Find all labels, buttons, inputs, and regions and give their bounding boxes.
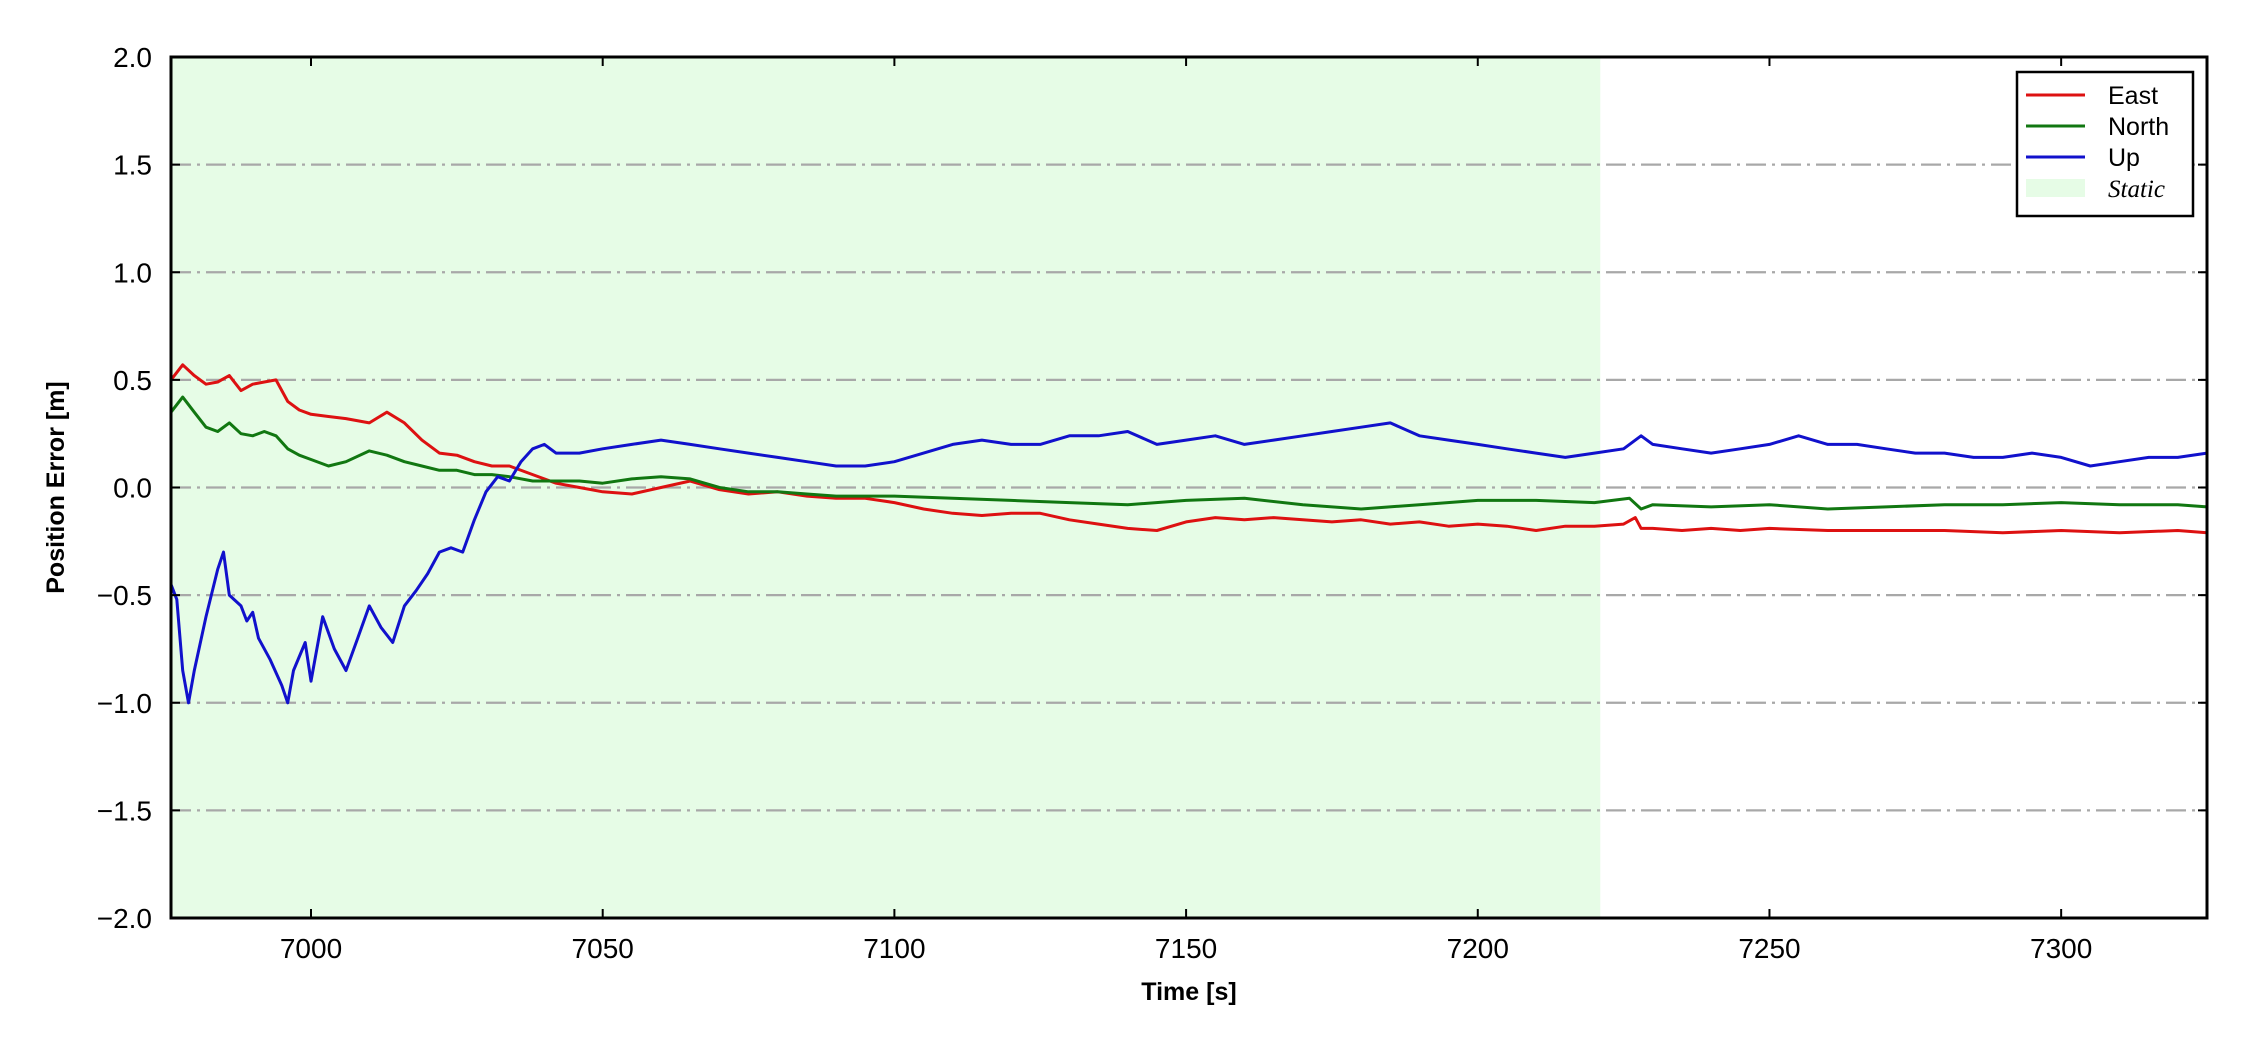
- x-tick-label: 7050: [572, 933, 634, 964]
- x-tick-label: 7300: [2030, 933, 2092, 964]
- gridlines: [171, 163, 2207, 812]
- legend-label-east: East: [2108, 82, 2158, 110]
- x-tick-label: 7100: [863, 933, 925, 964]
- series-line-up: [169, 421, 2208, 705]
- series-line-east: [169, 363, 2208, 535]
- legend-swatch-static: [2026, 179, 2085, 197]
- x-tick-label: 7250: [1738, 933, 1800, 964]
- x-tick-label: 7150: [1155, 933, 1217, 964]
- x-tick-label: 7000: [280, 933, 342, 964]
- y-tick-label: 1.0: [113, 257, 152, 288]
- legend-label-north: North: [2108, 113, 2169, 141]
- legend: East North Up Static: [2015, 70, 2195, 218]
- legend-label-up: Up: [2108, 144, 2140, 172]
- y-axis-label: Position Error [m]: [42, 381, 70, 594]
- y-tick-label: 0.5: [113, 365, 152, 396]
- y-tick-label: 0.0: [113, 473, 152, 504]
- axis-ticks: 7000 7050 7100 7150 7200 7250 7300 2.0 1.5 1.0 0.5…: [97, 42, 2207, 964]
- y-tick-label: −0.5: [97, 580, 152, 611]
- y-tick-label: 2.0: [113, 42, 152, 73]
- x-tick-label: 7200: [1447, 933, 1509, 964]
- series-line-north: [169, 395, 2208, 511]
- y-tick-label: −1.5: [97, 795, 152, 826]
- legend-label-static: Static: [2108, 176, 2165, 203]
- y-tick-label: −1.0: [97, 688, 152, 719]
- x-axis-label: Time [s]: [1141, 978, 1236, 1006]
- series-lines: [169, 363, 2208, 705]
- y-tick-label: −2.0: [97, 903, 152, 934]
- y-tick-label: 1.5: [113, 150, 152, 181]
